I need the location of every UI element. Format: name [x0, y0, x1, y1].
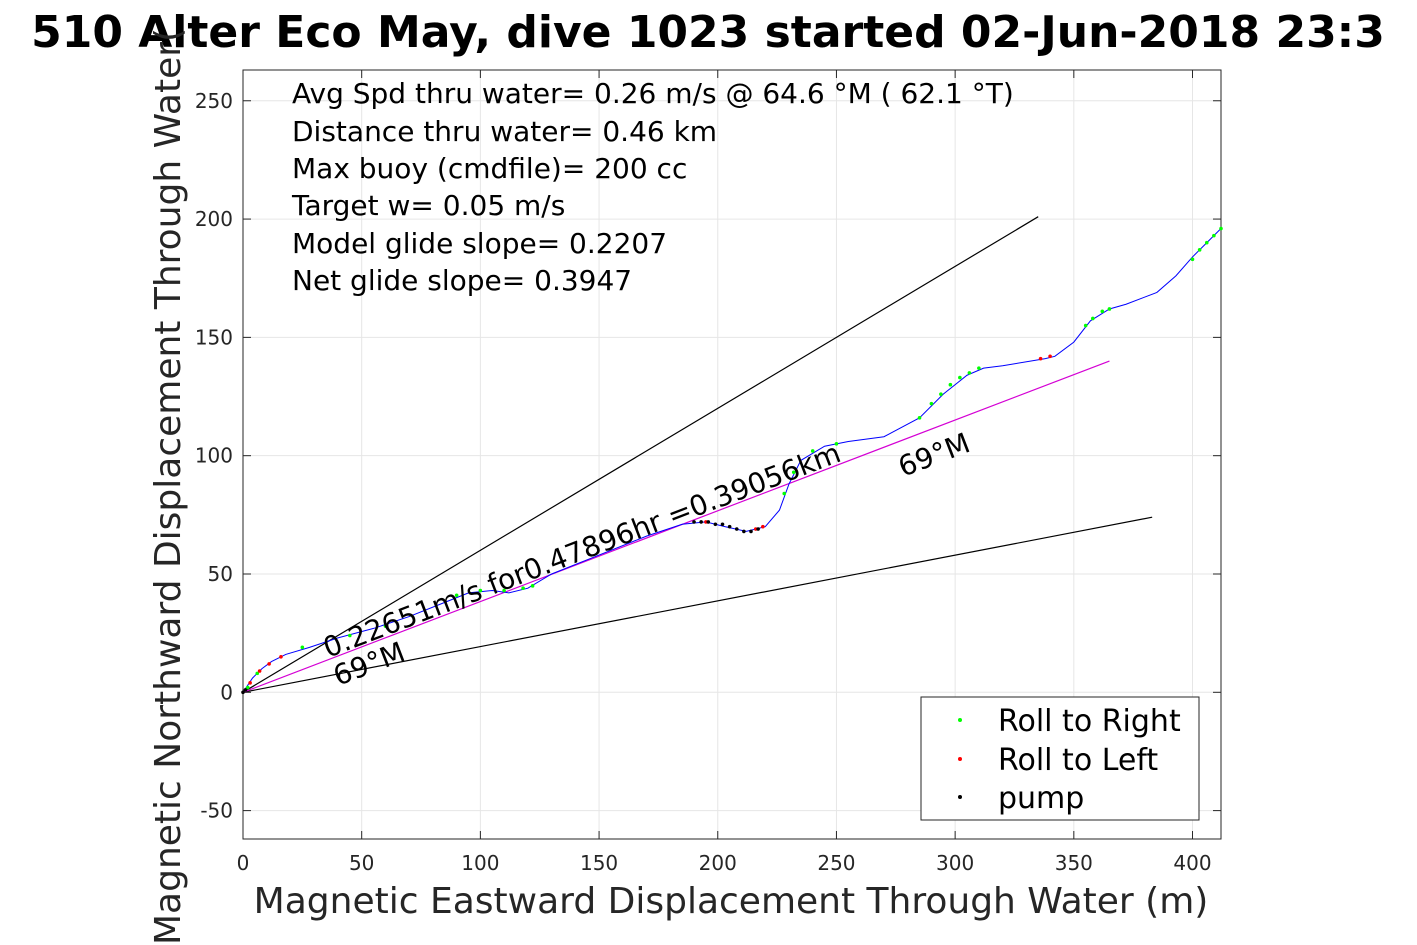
- series-markers: [241, 226, 1223, 695]
- pump-point: [241, 690, 245, 695]
- roll-to-right-point: [502, 588, 506, 593]
- x-tick-label: 350: [1055, 851, 1093, 875]
- pump-point: [749, 529, 753, 534]
- roll-to-right-point: [383, 624, 388, 628]
- pump-point: [243, 688, 248, 692]
- roll-to-left-point: [1038, 356, 1043, 361]
- roll-to-right-point: [530, 584, 535, 588]
- legend-marker-roll-right: [958, 718, 962, 722]
- x-tick-label: 150: [580, 851, 618, 875]
- pump-point: [720, 522, 725, 527]
- legend-marker-roll-left: [958, 757, 962, 761]
- stats-block: Avg Spd thru water= 0.26 m/s @ 64.6 °M (…: [291, 77, 1014, 297]
- pump-point: [706, 520, 711, 524]
- pump-point: [692, 520, 696, 524]
- dive-track-line: [242, 228, 1222, 693]
- y-tick-label: -50: [200, 799, 233, 823]
- roll-to-right-point: [478, 588, 483, 593]
- roll-to-right-point: [521, 586, 525, 590]
- roll-to-right-point: [917, 416, 922, 420]
- stat-avg-speed: Avg Spd thru water= 0.26 m/s @ 64.6 °M (…: [292, 77, 1014, 110]
- x-tick-label: 250: [817, 851, 855, 875]
- stat-distance: Distance thru water= 0.46 km: [292, 115, 717, 148]
- roll-to-right-point: [782, 491, 787, 496]
- roll-to-left-point: [761, 524, 765, 529]
- roll-to-right-point: [810, 449, 815, 453]
- stat-net-glide: Net glide slope= 0.3947: [292, 264, 632, 297]
- roll-to-right-point: [1212, 233, 1216, 238]
- y-tick-label: 250: [195, 89, 233, 113]
- x-tick-label: 100: [461, 851, 499, 875]
- legend-box: [920, 696, 1200, 821]
- y-tick-label: 100: [195, 444, 233, 468]
- pump-point: [756, 527, 760, 531]
- roll-to-right-point: [939, 392, 943, 396]
- legend-label-roll-right: Roll to Right: [998, 704, 1181, 739]
- roll-to-right-point: [245, 685, 250, 690]
- x-tick-label: 400: [1173, 851, 1211, 875]
- x-tick-label: 300: [936, 851, 974, 875]
- stat-target-w: Target w= 0.05 m/s: [291, 189, 565, 222]
- roll-to-right-point: [1100, 309, 1105, 314]
- axes-box: [242, 69, 1222, 840]
- roll-to-right-point: [948, 382, 953, 387]
- roll-to-right-point: [1083, 323, 1088, 328]
- x-tick-label: 50: [349, 851, 374, 875]
- stat-max-buoy: Max buoy (cmdfile)= 200 cc: [292, 152, 687, 185]
- x-axis-label: Magnetic Eastward Displacement Through W…: [254, 881, 1209, 922]
- legend-marker-pump: [958, 795, 962, 799]
- x-tick-label: 0: [237, 851, 250, 875]
- roll-to-right-point: [255, 671, 260, 676]
- pump-point: [742, 529, 746, 534]
- reference-line: [242, 216, 1039, 693]
- pump-point: [727, 524, 732, 529]
- roll-to-right-point: [454, 593, 459, 598]
- roll-to-right-point: [834, 442, 839, 446]
- reference-line: [242, 516, 1153, 693]
- roll-to-left-point: [248, 681, 252, 685]
- legend: Roll to Right Roll to Left pump: [920, 696, 1200, 821]
- roll-to-left-point: [279, 655, 283, 659]
- y-axis-label: Magnetic Northward Displacement Through …: [148, 28, 189, 945]
- roll-to-right-point: [1219, 226, 1223, 231]
- roll-to-right-point: [977, 366, 981, 370]
- roll-to-right-point: [300, 645, 305, 650]
- y-tick-label: 50: [208, 562, 233, 586]
- y-tick-label: 0: [220, 680, 233, 704]
- roll-to-right-point: [1190, 257, 1195, 262]
- legend-label-roll-left: Roll to Left: [998, 743, 1158, 778]
- roll-to-right-point: [958, 375, 962, 380]
- y-tick-label: 150: [195, 325, 233, 349]
- y-tick-label: 200: [195, 207, 233, 231]
- roll-to-right-point: [348, 633, 352, 638]
- roll-to-right-point: [1197, 248, 1202, 252]
- roll-to-right-point: [1204, 240, 1209, 245]
- roll-to-right-point: [791, 470, 796, 475]
- tick-marks: [242, 70, 1221, 839]
- roll-to-right-point: [929, 401, 934, 406]
- heading-annotation-upper: 69°M: [894, 426, 975, 483]
- roll-to-left-point: [257, 669, 262, 673]
- roll-to-left-point: [1048, 354, 1052, 359]
- grid: [242, 70, 1221, 839]
- chart-title: 510 Alter Eco May, dive 1023 started 02-…: [31, 7, 1385, 58]
- roll-to-right-point: [967, 371, 972, 375]
- legend-label-pump: pump: [998, 781, 1084, 816]
- pump-point: [713, 522, 718, 527]
- pump-point: [734, 527, 739, 531]
- roll-to-right-point: [1091, 316, 1095, 321]
- pump-point: [699, 520, 703, 524]
- roll-to-left-point: [267, 662, 271, 666]
- roll-to-right-point: [1107, 307, 1112, 311]
- speed-annotation: 0.22651m/s for0.47896hr =0.39056km: [319, 436, 845, 664]
- x-tick-label: 200: [699, 851, 737, 875]
- stat-model-glide: Model glide slope= 0.2207: [292, 227, 667, 260]
